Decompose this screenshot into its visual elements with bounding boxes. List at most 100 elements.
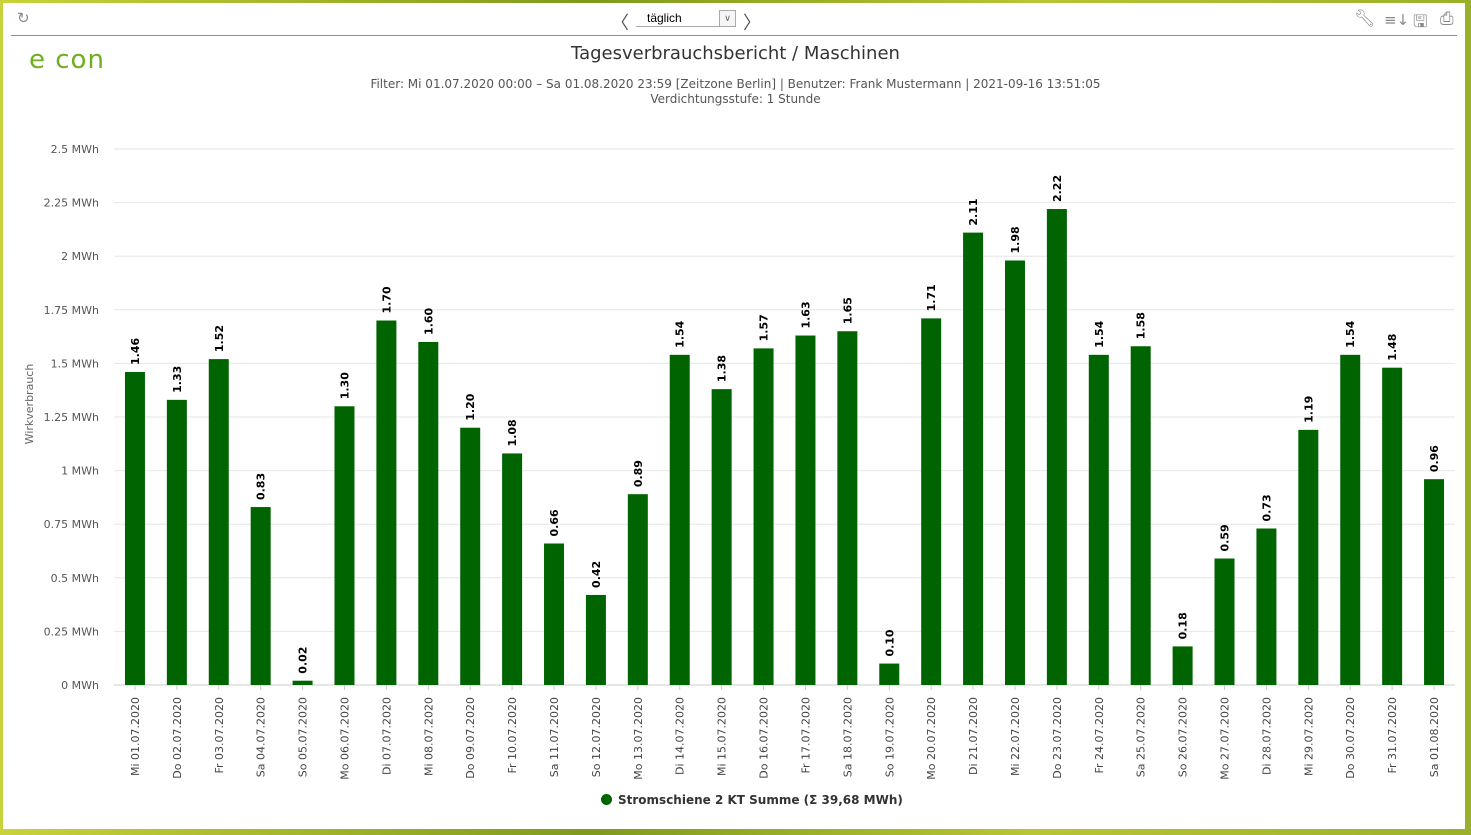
refresh-icon[interactable]: ↻ [17,9,30,27]
bar[interactable] [166,399,187,685]
legend-marker [601,794,612,805]
legend-item[interactable]: Stromschiene 2 KT Summe (Σ 39,68 MWh) [601,793,903,807]
bar[interactable] [879,663,900,685]
y-tick-label: 1.5 MWh [51,357,99,370]
y-tick-label: 2.25 MWh [44,197,99,210]
data-label: 1.63 [799,301,812,328]
chevron-left-icon[interactable]: 〈 [611,13,629,34]
y-tick-label: 0.75 MWh [44,518,99,531]
bar[interactable] [1004,260,1025,685]
x-tick-label: So 12.07.2020 [590,697,603,777]
x-tick-label: Fr 24.07.2020 [1093,697,1106,774]
x-tick-label: Mi 01.07.2020 [129,697,142,776]
x-tick-label: Fr 31.07.2020 [1386,697,1399,774]
x-tick-label: Mi 22.07.2020 [1009,697,1022,776]
bar[interactable] [1424,479,1445,685]
chevron-right-icon[interactable]: 〉 [743,13,761,34]
data-label: 0.10 [883,629,896,656]
data-label: 1.30 [338,372,351,399]
data-label: 1.52 [213,325,226,352]
data-label: 1.33 [171,366,184,393]
x-tick-label: Di 07.07.2020 [380,697,393,775]
x-tick-label: So 05.07.2020 [297,697,310,777]
bar[interactable] [544,543,565,685]
data-label: 0.83 [255,473,268,500]
y-tick-label: 0.5 MWh [51,572,99,585]
x-tick-label: Sa 18.07.2020 [841,697,854,777]
data-label: 1.08 [506,419,519,446]
toolbar: ↻ 〈 täglich ∨ 〉 🔧︎ ≡↓ 🖫 ⎙ [11,3,1457,36]
sort-icon[interactable]: ≡↓ [1384,11,1410,29]
data-label: 0.18 [1177,612,1190,639]
data-label: 1.58 [1135,312,1148,339]
bar[interactable] [627,494,648,685]
bar[interactable] [460,427,481,685]
x-tick-label: Do 23.07.2020 [1051,697,1064,779]
bar[interactable] [124,371,145,685]
bar[interactable] [1340,354,1361,685]
x-tick-label: Sa 04.07.2020 [255,697,268,777]
data-label: 1.19 [1302,396,1315,423]
bar[interactable] [963,232,984,685]
filter-text: Filter: Mi 01.07.2020 00:00 – Sa 01.08.2… [370,77,1101,91]
period-select-value: täglich [647,11,682,25]
chevron-down-icon[interactable]: ∨ [719,10,736,27]
x-tick-label: Mi 15.07.2020 [716,697,729,776]
y-tick-label: 1 MWh [61,465,99,478]
x-tick-label: Fr 17.07.2020 [799,697,812,774]
bar[interactable] [502,453,523,685]
data-label: 1.54 [1344,320,1357,347]
data-label: 1.54 [674,320,687,347]
x-tick-label: Do 09.07.2020 [464,697,477,779]
bar[interactable] [1172,646,1193,685]
bar[interactable] [1130,346,1151,685]
data-label: 1.38 [716,355,729,382]
page-title: Tagesverbrauchsbericht / Maschinen [571,43,900,64]
x-tick-label: So 19.07.2020 [883,697,896,777]
bar[interactable] [1256,528,1277,685]
x-tick-label: Fr 03.07.2020 [213,697,226,774]
bar[interactable] [418,341,439,685]
x-tick-label: Do 30.07.2020 [1344,697,1357,779]
x-tick-label: Sa 01.08.2020 [1428,697,1441,777]
period-select[interactable]: täglich ∨ [636,9,736,27]
y-tick-label: 2.5 MWh [51,143,99,156]
print-icon[interactable]: ⎙ [1440,9,1454,29]
wrench-icon[interactable]: 🔧︎ [1354,9,1376,29]
bar[interactable] [250,507,271,685]
data-label: 1.65 [841,297,854,324]
data-label: 0.66 [548,509,561,536]
data-label: 1.46 [129,337,142,364]
data-label: 1.98 [1009,226,1022,253]
data-label: 0.42 [590,561,603,588]
bar[interactable] [376,320,397,685]
bar[interactable] [1046,209,1067,686]
bar[interactable] [585,594,606,685]
data-label: 0.73 [1260,494,1273,521]
bar[interactable] [1214,558,1235,685]
x-tick-label: Di 21.07.2020 [967,697,980,775]
y-tick-label: 0 MWh [61,679,99,692]
bar[interactable] [753,348,774,685]
bar[interactable] [1298,429,1319,685]
data-label: 0.89 [632,460,645,487]
bar[interactable] [334,406,355,685]
y-tick-label: 1.25 MWh [44,411,99,424]
bar[interactable] [711,389,732,685]
bar[interactable] [669,354,690,685]
bar[interactable] [208,359,229,685]
bar[interactable] [837,331,858,685]
bar[interactable] [1088,354,1109,685]
y-tick-label: 2 MWh [61,250,99,263]
bar[interactable] [292,680,313,685]
y-tick-label: 0.25 MWh [44,625,99,638]
data-label: 0.02 [297,647,310,674]
bar[interactable] [795,335,816,685]
data-label: 2.11 [967,198,980,225]
x-tick-label: Sa 25.07.2020 [1135,697,1148,777]
data-label: 0.96 [1428,445,1441,472]
bar[interactable] [1382,367,1403,685]
bar[interactable] [921,318,942,685]
save-icon[interactable]: 🖫 [1413,12,1428,32]
